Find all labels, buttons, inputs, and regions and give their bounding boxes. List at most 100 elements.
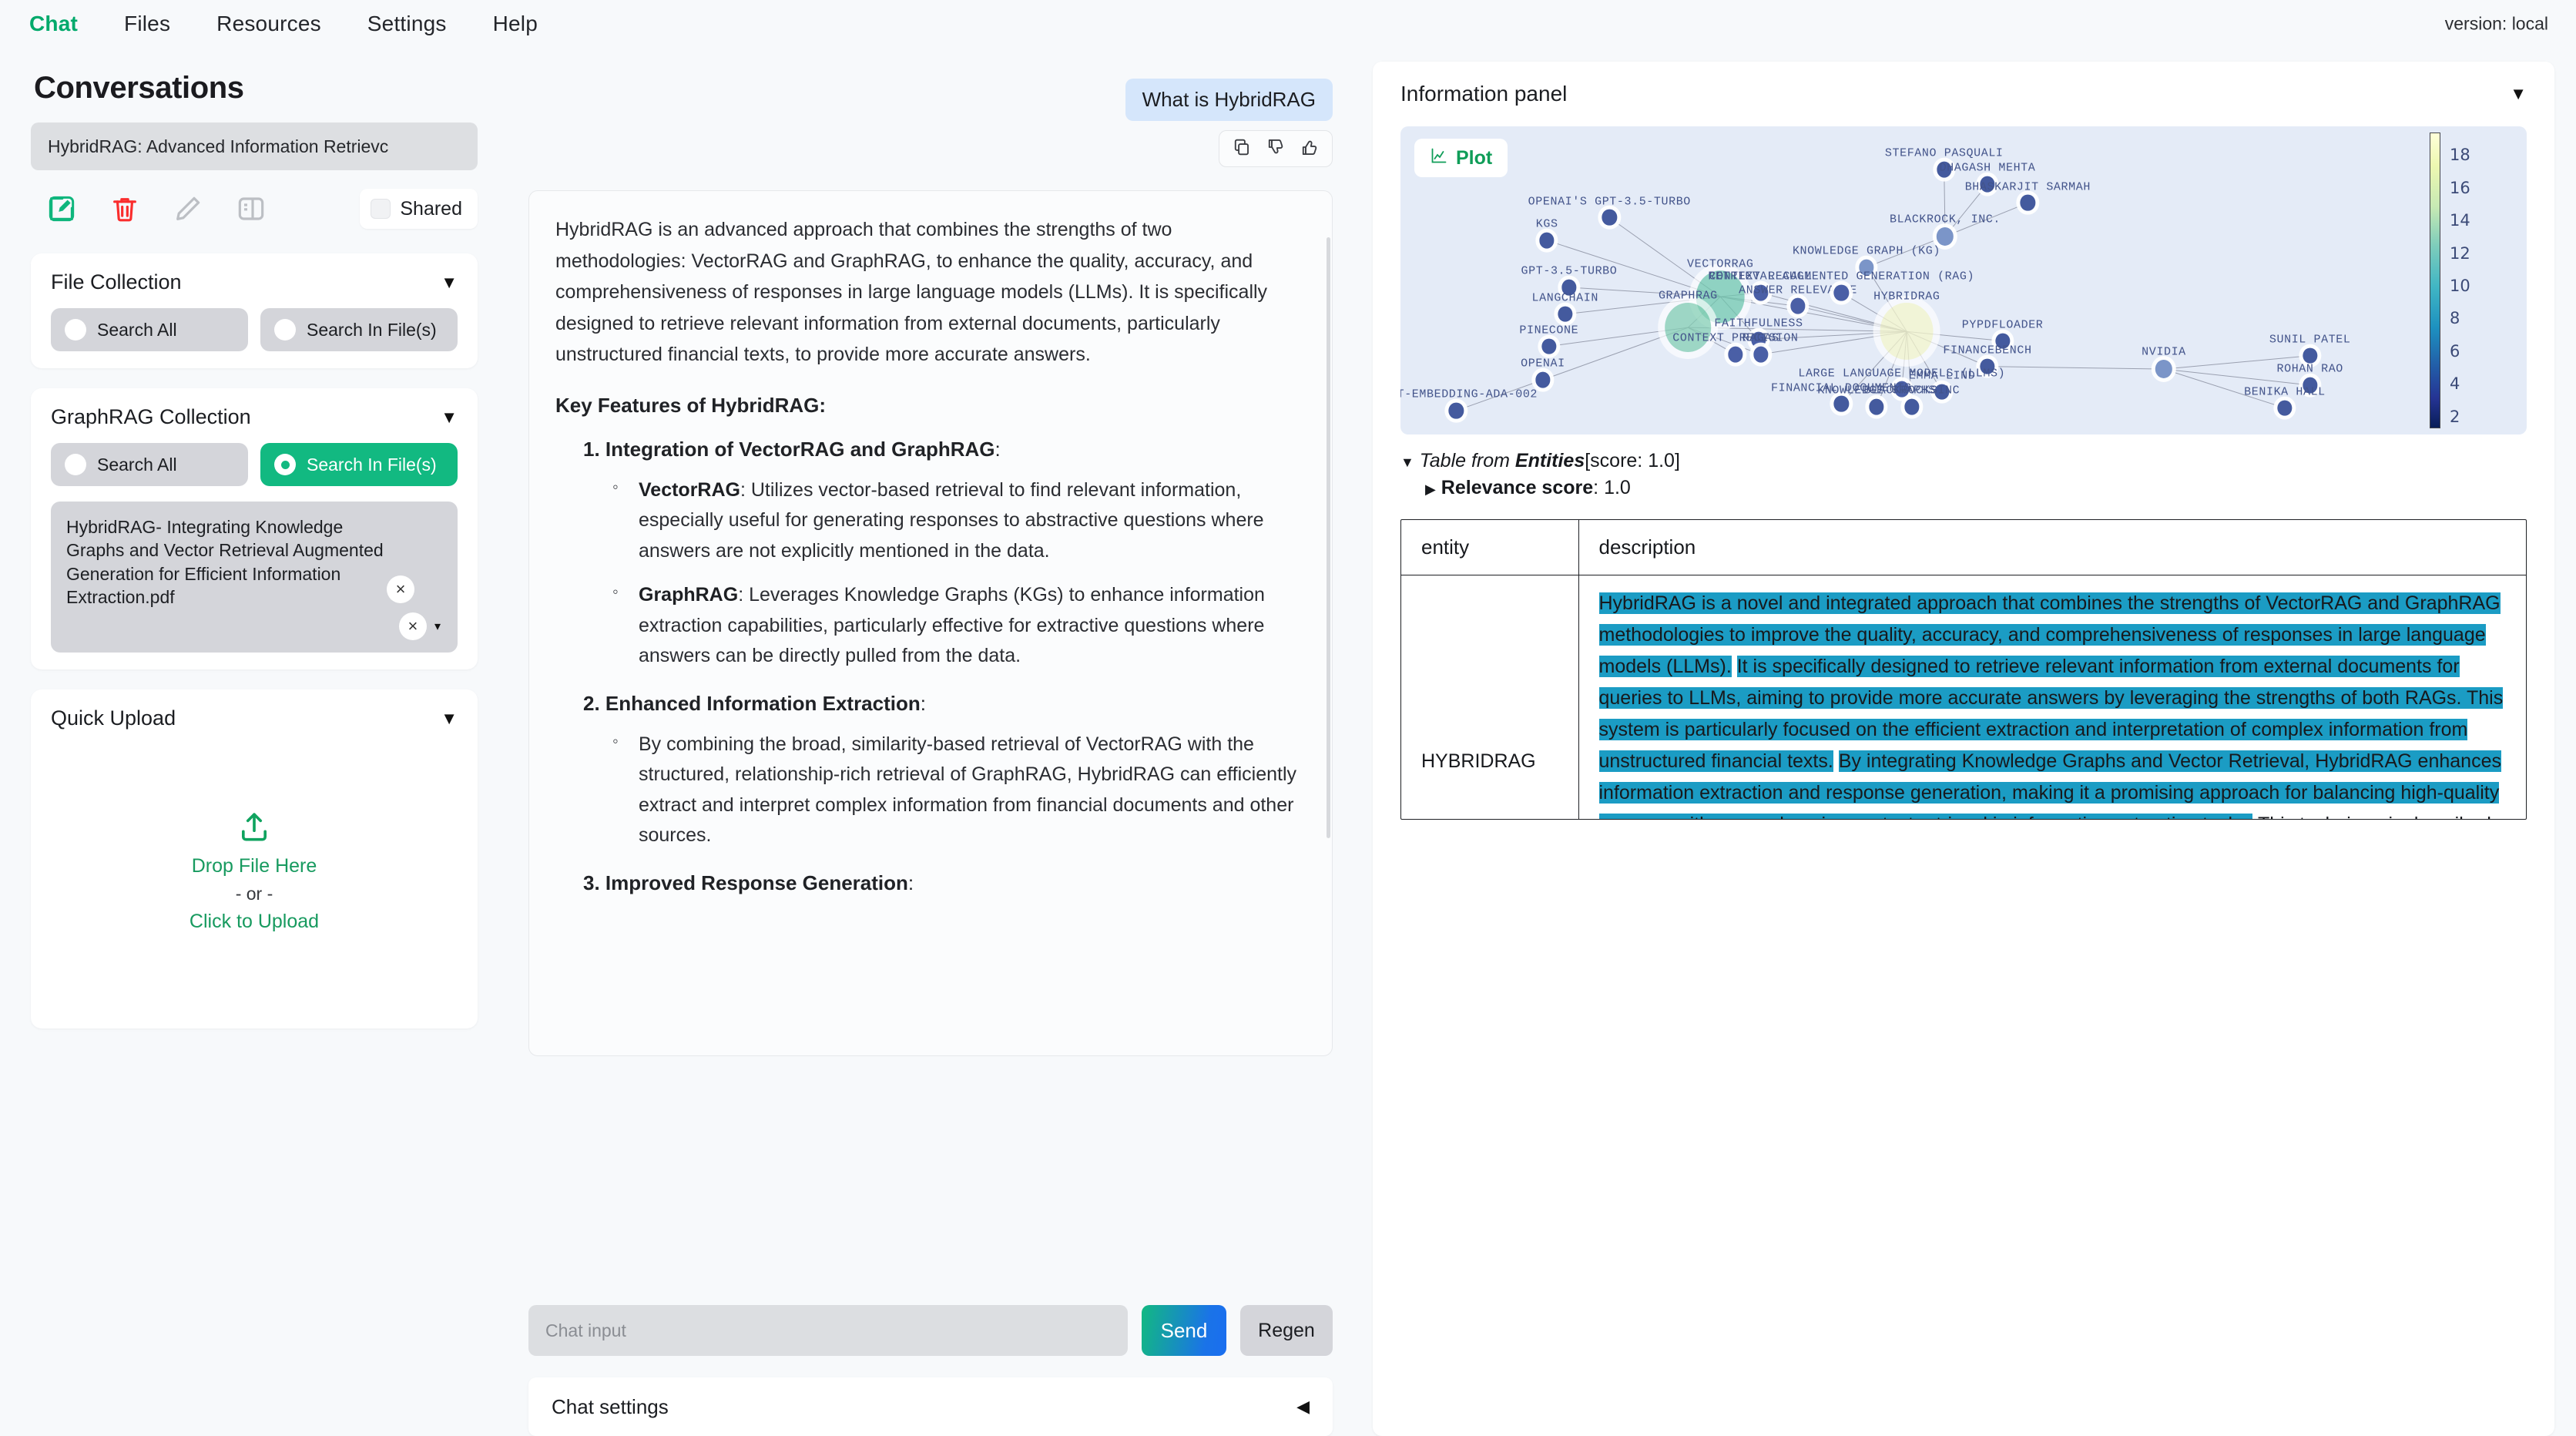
graph-node-label: BENIKA HALL: [2244, 385, 2326, 399]
chevron-down-icon[interactable]: ▼: [441, 272, 458, 292]
graph-node[interactable]: [1880, 303, 1934, 361]
tab-files[interactable]: Files: [124, 12, 171, 35]
clear-selection-icon[interactable]: ×: [398, 612, 427, 640]
graph-node[interactable]: [1665, 303, 1712, 353]
plot-label: Plot: [1456, 146, 1493, 169]
graphrag-search-in-files-option[interactable]: Search In File(s): [260, 443, 458, 486]
assistant-features-heading: Key Features of HybridRAG:: [555, 393, 827, 417]
radio-dot: [274, 319, 296, 341]
file-collection-title: File Collection: [51, 270, 182, 294]
table-score: [score: 1.0]: [1585, 450, 1680, 471]
graph-node[interactable]: [1937, 161, 1952, 178]
graph-node[interactable]: [2155, 360, 2173, 379]
regen-button[interactable]: Regen: [1240, 1305, 1333, 1356]
file-search-all-option[interactable]: Search All: [51, 308, 248, 351]
caret-open-icon[interactable]: ▼: [1400, 455, 1414, 470]
pencil-icon[interactable]: [173, 193, 203, 224]
graph-node[interactable]: [1994, 333, 2011, 349]
table-source-line[interactable]: ▼ Table from Entities[score: 1.0]: [1400, 450, 2527, 472]
tab-settings[interactable]: Settings: [367, 12, 447, 35]
thumbs-up-icon[interactable]: [1300, 137, 1320, 161]
graph-node[interactable]: [1833, 284, 1849, 301]
graph-node[interactable]: [1934, 384, 1950, 401]
colorbar-tick: 2: [2450, 407, 2460, 426]
graph-node[interactable]: [1980, 358, 1995, 374]
colorbar: 18 16 14 12 10 8 6 4 2: [2430, 133, 2522, 428]
graph-node[interactable]: [1869, 398, 1884, 415]
graph-node[interactable]: [1753, 284, 1769, 301]
quick-upload-header[interactable]: Quick Upload ▼: [51, 706, 458, 730]
chat-input[interactable]: [528, 1305, 1128, 1356]
graph-node[interactable]: [1541, 338, 1557, 354]
graph-node-label: NVIDIA: [2142, 345, 2186, 359]
graph-node[interactable]: [1753, 346, 1769, 363]
trash-icon[interactable]: [109, 193, 140, 224]
graph-node[interactable]: [1859, 259, 1874, 276]
file-dropzone[interactable]: Drop File Here - or - Click to Upload: [51, 744, 458, 998]
message-scrollbar[interactable]: [1327, 237, 1330, 838]
graph-node-label: LARGE LANGUAGE MODELS (LLMS): [1798, 367, 2006, 381]
graph-node[interactable]: [1535, 371, 1551, 388]
conversation-list-item[interactable]: HybridRAG: Advanced Information Retrievc: [31, 122, 478, 170]
remove-file-icon[interactable]: ×: [387, 575, 414, 603]
graph-node-label: HYBRIDRAG: [1873, 290, 1940, 304]
graph-node[interactable]: [2303, 347, 2318, 364]
chevron-down-icon[interactable]: ▼: [441, 708, 458, 728]
assistant-list-item: 1. Integration of VectorRAG and GraphRAG…: [583, 437, 1001, 461]
shared-toggle[interactable]: Shared: [360, 189, 478, 229]
chat-settings-bar[interactable]: Chat settings ◀: [528, 1377, 1333, 1436]
graph-node[interactable]: [1980, 176, 1995, 193]
graphrag-collection-header[interactable]: GraphRAG Collection ▼: [51, 405, 458, 429]
plain-text: [1732, 656, 1737, 677]
file-collection-header[interactable]: File Collection ▼: [51, 270, 458, 294]
chevron-down-icon[interactable]: ▼: [2510, 84, 2527, 103]
conversation-toolbar: Shared: [46, 187, 478, 230]
graph-node-label: CONTEXT PRECISION: [1672, 331, 1799, 345]
tab-resources[interactable]: Resources: [216, 12, 321, 35]
graph-node[interactable]: [1904, 398, 1920, 415]
graph-node[interactable]: [1833, 395, 1849, 412]
user-message-bubble: What is HybridRAG: [1125, 79, 1333, 121]
graph-node[interactable]: [2020, 194, 2035, 211]
shared-checkbox[interactable]: [371, 199, 391, 219]
colorbar-tick: 4: [2450, 374, 2460, 394]
caret-closed-icon[interactable]: ▶: [1425, 481, 1436, 497]
quick-upload-title: Quick Upload: [51, 706, 176, 730]
graph-node[interactable]: [2277, 400, 2293, 416]
graph-node[interactable]: [1751, 331, 1766, 348]
file-search-in-files-option[interactable]: Search In File(s): [260, 308, 458, 351]
graphrag-search-all-option[interactable]: Search All: [51, 443, 248, 486]
graph-node-label: RETRIEVAL AUGMENTED GENERATION (RAG): [1708, 270, 1975, 284]
graph-node[interactable]: [1894, 381, 1910, 398]
graph-node[interactable]: [1448, 402, 1464, 419]
click-to-upload-link[interactable]: Click to Upload: [189, 911, 320, 932]
information-panel-title: Information panel: [1400, 82, 1568, 106]
plot-icon: [1430, 146, 1448, 170]
graph-node[interactable]: [1602, 210, 1617, 226]
plot-tab[interactable]: Plot: [1414, 139, 1508, 177]
copy-icon[interactable]: [1232, 137, 1252, 161]
tab-help[interactable]: Help: [492, 12, 538, 35]
graph-node[interactable]: [1728, 346, 1743, 363]
graph-node[interactable]: [1790, 297, 1806, 314]
bullet-text: : Utilizes vector-based retrieval to fin…: [639, 478, 1264, 562]
assistant-sub-bullet: VectorRAG: Utilizes vector-based retriev…: [612, 474, 1306, 567]
chevron-down-icon[interactable]: ▼: [441, 407, 458, 427]
relevance-score-line[interactable]: ▶ Relevance score: 1.0: [1425, 477, 1631, 498]
list-title: Integration of VectorRAG and GraphRAG: [605, 437, 995, 461]
graph-node[interactable]: [1539, 232, 1555, 249]
thumbs-down-icon[interactable]: [1266, 137, 1286, 161]
graph-node-label: FINANCEBENCH: [1943, 344, 2032, 357]
panel-icon[interactable]: [236, 193, 267, 224]
chevron-left-icon[interactable]: ◀: [1296, 1397, 1310, 1416]
tab-chat[interactable]: Chat: [29, 12, 79, 35]
graph-node[interactable]: [1936, 226, 1954, 246]
graph-node[interactable]: [1561, 279, 1577, 296]
knowledge-graph-plot[interactable]: Plot STEFANO PASQUALI DHAGASH MEHTA BHASKA…: [1400, 126, 2527, 434]
graph-node[interactable]: [1558, 306, 1573, 323]
graph-node[interactable]: [2303, 377, 2318, 394]
send-button[interactable]: Send: [1142, 1305, 1226, 1356]
chevron-down-icon[interactable]: ▾: [434, 620, 441, 633]
graphrag-collection-options: Search All Search In File(s): [51, 443, 458, 486]
new-chat-icon[interactable]: [46, 193, 77, 224]
